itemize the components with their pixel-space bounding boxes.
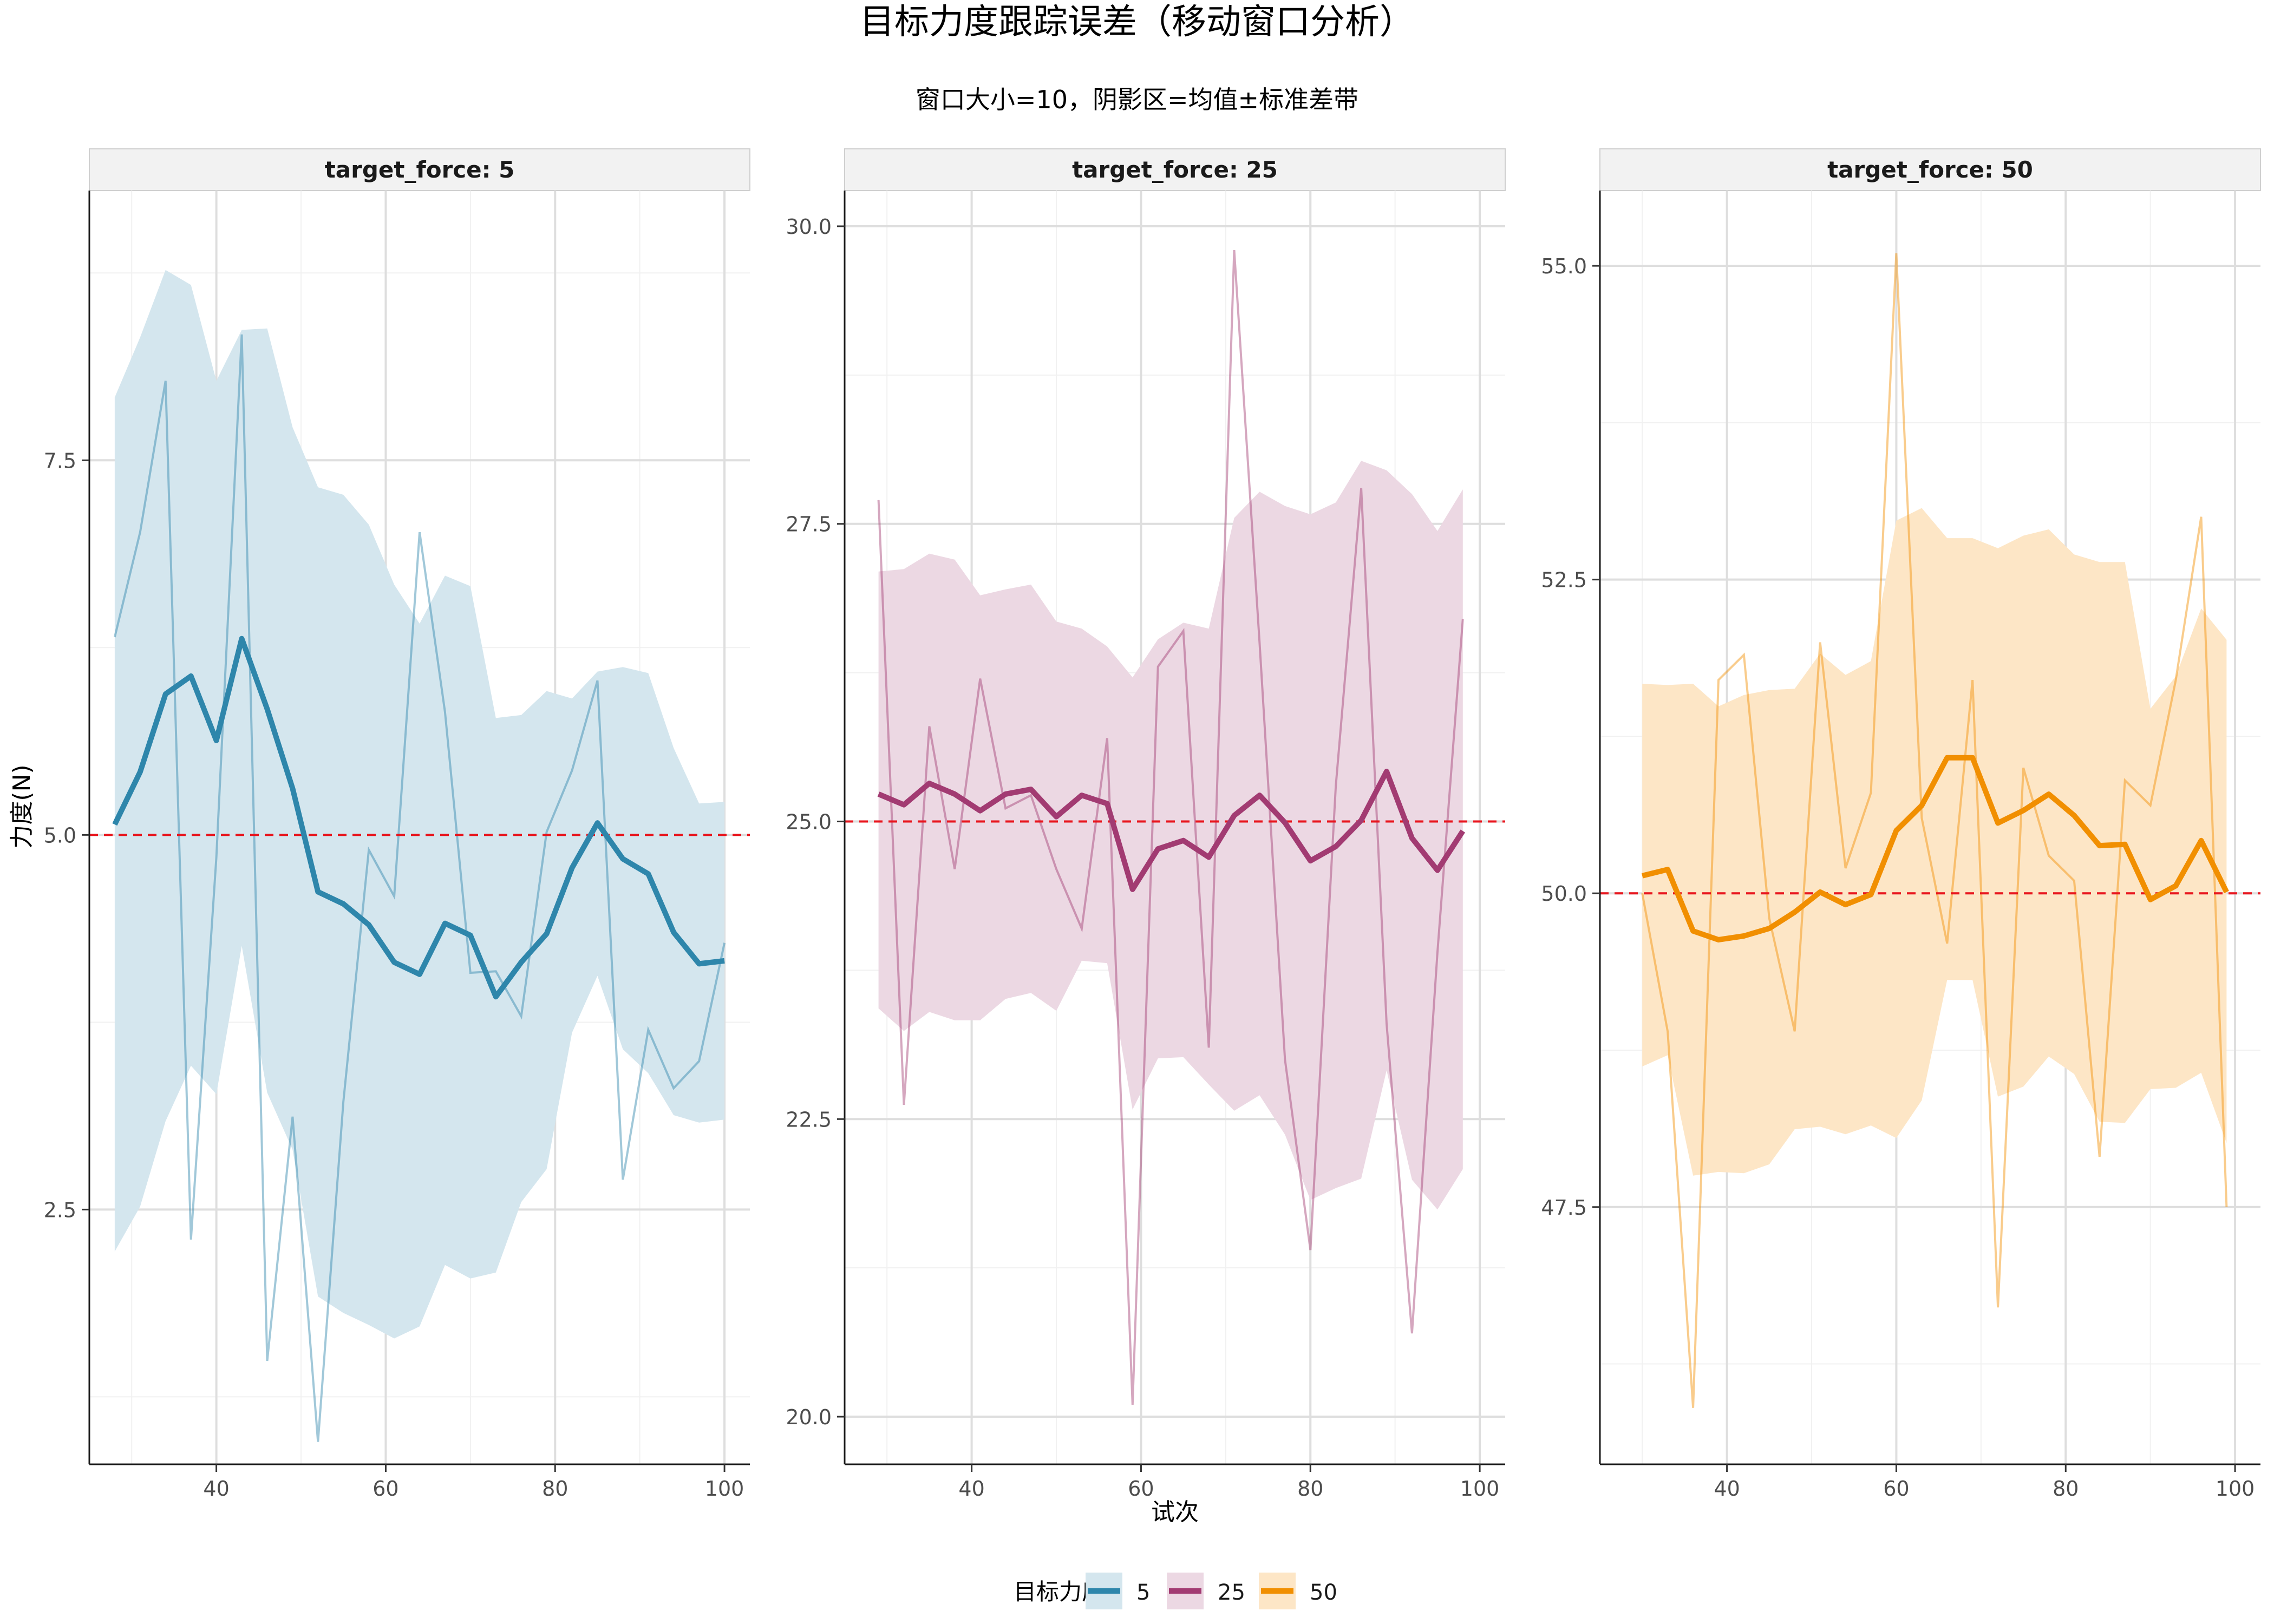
x-tick-label: 100: [2216, 1477, 2255, 1501]
x-tick-label: 100: [705, 1477, 744, 1501]
chart-subtitle: 窗口大小=10，阴影区=均值±标准差带: [916, 85, 1358, 114]
legend-label: 25: [1218, 1580, 1245, 1605]
panel-5: target_force: 5 2.5 5.0 7.5 40 60 80 100: [44, 148, 750, 1501]
sd-ribbon: [114, 270, 725, 1339]
y-tick-label: 22.5: [786, 1108, 832, 1131]
y-tick-label: 5.0: [44, 823, 76, 847]
y-tick-label: 50.0: [1541, 882, 1587, 906]
legend: 目标力度 5 25 50: [1014, 1573, 1337, 1609]
rolling-mean-line: [1641, 755, 2229, 942]
rolling-mean-line: [877, 769, 1465, 892]
x-tick-label: 100: [1460, 1477, 1500, 1501]
y-axis-label: 力度(N): [8, 764, 36, 848]
x-tick-label: 40: [203, 1477, 229, 1501]
panel-strip: [89, 148, 750, 191]
chart-title: 目标力度跟踪误差（移动窗口分析）: [860, 2, 1414, 42]
x-tick-label: 60: [1883, 1477, 1909, 1501]
raw-force-line: [113, 334, 726, 1442]
panel-25: target_force: 25 20.0 22.5 25.0 27.5 30.0 40 60…: [786, 148, 1506, 1501]
panel-strip-label: target_force: 50: [1827, 156, 2033, 183]
sd-ribbon: [878, 461, 1463, 1210]
x-tick-label: 80: [1297, 1477, 1323, 1501]
raw-force-line: [1641, 253, 2228, 1408]
y-tick-label: 47.5: [1541, 1196, 1587, 1220]
y-tick-label: 25.0: [786, 810, 832, 834]
x-axis-label: 试次: [1151, 1498, 1199, 1526]
sd-ribbon: [1642, 508, 2227, 1176]
legend-item-50: 50: [1259, 1573, 1337, 1609]
panels: target_force: 52.55.07.540 60 80 100target_…: [44, 148, 2261, 1501]
panel-strip: [844, 148, 1506, 191]
raw-force-line: [877, 250, 1464, 1405]
x-tick-label: 80: [542, 1477, 568, 1501]
panel-50: target_force: 50 47.5 50.0 52.5 55.0 40 60 80 10…: [1541, 148, 2261, 1501]
legend-item-25: 25: [1167, 1573, 1245, 1609]
x-tick-label: 80: [2053, 1477, 2079, 1501]
y-tick-label: 20.0: [786, 1405, 832, 1429]
panel-strip-label: target_force: 5: [325, 156, 515, 183]
legend-item-5: 5: [1086, 1573, 1150, 1609]
legend-label: 50: [1310, 1580, 1337, 1605]
x-tick-label: 40: [1714, 1477, 1740, 1501]
y-tick-label: 7.5: [44, 449, 76, 473]
x-tick-label: 60: [373, 1477, 398, 1501]
y-tick-label: 27.5: [786, 513, 832, 536]
x-tick-label: 40: [958, 1477, 984, 1501]
y-tick-label: 55.0: [1541, 254, 1587, 278]
panel-strip-label: target_force: 25: [1072, 156, 1278, 183]
x-tick-label: 60: [1128, 1477, 1154, 1501]
y-tick-label: 2.5: [44, 1198, 76, 1222]
y-tick-label: 52.5: [1541, 568, 1587, 592]
rolling-mean-line: [112, 636, 725, 1000]
y-tick-label: 30.0: [786, 215, 832, 239]
legend-label: 5: [1136, 1580, 1150, 1605]
panel-strip: [1599, 148, 2261, 191]
